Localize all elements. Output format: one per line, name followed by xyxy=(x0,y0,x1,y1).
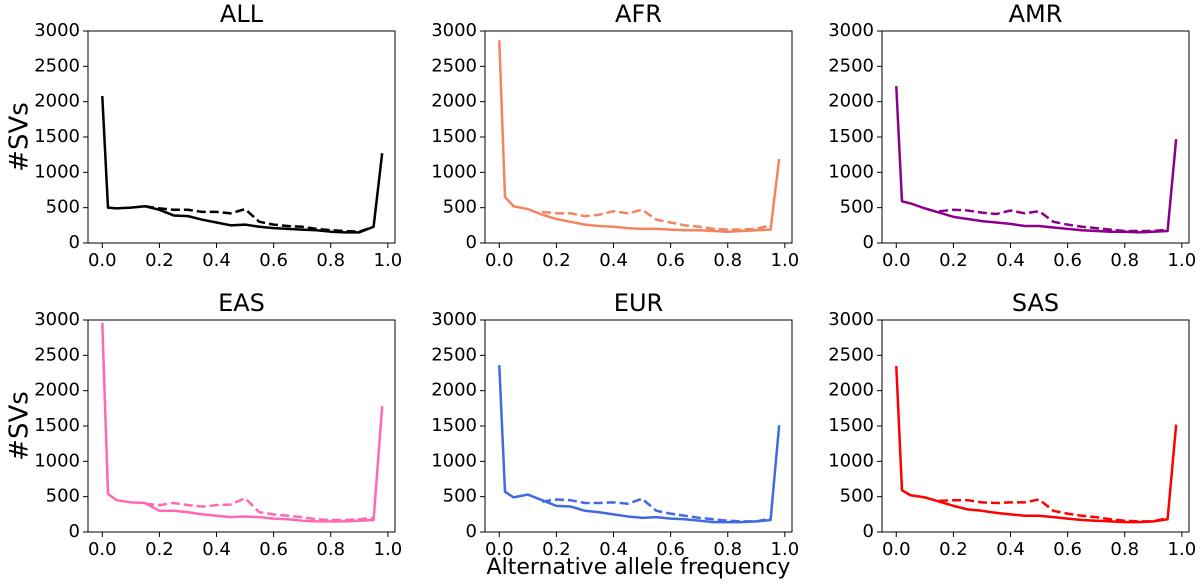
y-tick-label: 2500 xyxy=(828,55,874,76)
y-tick-label: 2000 xyxy=(828,91,874,112)
x-tick-label: 0.2 xyxy=(939,539,968,560)
y-tick-label: 500 xyxy=(840,197,874,218)
x-tick-label: 0.0 xyxy=(485,250,514,271)
y-tick-label: 0 xyxy=(69,232,80,253)
x-tick-label: 0.6 xyxy=(1053,250,1082,271)
subplot-title: AFR xyxy=(615,0,662,28)
x-tick-label: 0.8 xyxy=(1110,539,1139,560)
x-tick-label: 0.6 xyxy=(259,250,288,271)
x-tick-label: 0.4 xyxy=(202,250,231,271)
series-line xyxy=(938,208,1168,233)
series-line xyxy=(144,205,374,233)
x-tick-label: 0.6 xyxy=(656,539,685,560)
y-tick-label: 1000 xyxy=(34,161,80,182)
subplot-title: AMR xyxy=(1009,0,1063,28)
y-tick-label: 1500 xyxy=(828,126,874,147)
y-tick-label: 2500 xyxy=(828,344,874,365)
x-tick-label: 0.2 xyxy=(542,539,571,560)
x-tick-label: 0.2 xyxy=(542,250,571,271)
y-axis-label: #SVs xyxy=(5,391,35,461)
x-tick-label: 0.4 xyxy=(202,539,231,560)
y-tick-label: 500 xyxy=(46,197,80,218)
x-tick-label: 0.8 xyxy=(713,539,742,560)
series-line xyxy=(101,322,384,523)
y-tick-label: 3000 xyxy=(828,309,874,330)
series-line xyxy=(939,498,1168,523)
x-tick-label: 0.0 xyxy=(88,250,117,271)
x-tick-label: 0.0 xyxy=(882,539,911,560)
x-tick-label: 0.8 xyxy=(1110,250,1139,271)
y-tick-label: 1500 xyxy=(431,126,477,147)
x-tick-label: 0.2 xyxy=(145,250,174,271)
x-tick-label: 1.0 xyxy=(771,250,800,271)
x-tick-label: 1.0 xyxy=(374,539,403,560)
y-tick-label: 1500 xyxy=(431,415,477,436)
y-tick-label: 2000 xyxy=(431,380,477,401)
y-tick-label: 2000 xyxy=(34,91,80,112)
y-tick-label: 0 xyxy=(69,521,80,542)
x-tick-label: 0.8 xyxy=(316,250,345,271)
y-tick-label: 1000 xyxy=(431,161,477,182)
subplot-title: ALL xyxy=(220,0,264,28)
y-tick-label: 2000 xyxy=(828,380,874,401)
y-tick-label: 1500 xyxy=(828,415,874,436)
x-tick-label: 0.4 xyxy=(599,250,628,271)
x-tick-label: 0.6 xyxy=(1053,539,1082,560)
y-tick-label: 2500 xyxy=(431,344,477,365)
x-tick-label: 1.0 xyxy=(771,539,800,560)
y-tick-label: 1500 xyxy=(34,415,80,436)
y-tick-label: 2000 xyxy=(34,380,80,401)
y-tick-label: 3000 xyxy=(431,20,477,41)
y-tick-label: 0 xyxy=(863,521,874,542)
x-tick-label: 1.0 xyxy=(374,250,403,271)
x-tick-label: 0.4 xyxy=(996,250,1025,271)
x-tick-label: 0.2 xyxy=(939,250,968,271)
y-axis-label: #SVs xyxy=(5,102,35,172)
y-tick-label: 0 xyxy=(466,232,477,253)
y-tick-label: 0 xyxy=(466,521,477,542)
subplot-title: SAS xyxy=(1012,289,1059,317)
y-tick-label: 1000 xyxy=(34,450,80,471)
y-tick-label: 2500 xyxy=(34,344,80,365)
x-tick-label: 0.4 xyxy=(599,539,628,560)
x-axis-label: Alternative allele frequency xyxy=(487,555,791,580)
y-tick-label: 1000 xyxy=(828,450,874,471)
x-tick-label: 0.6 xyxy=(259,539,288,560)
x-tick-label: 0.8 xyxy=(316,539,345,560)
series-line xyxy=(541,497,771,523)
y-tick-label: 3000 xyxy=(34,309,80,330)
series-line xyxy=(541,208,771,231)
x-tick-label: 1.0 xyxy=(1168,250,1197,271)
x-tick-label: 0.8 xyxy=(713,250,742,271)
x-tick-label: 0.6 xyxy=(656,250,685,271)
x-tick-label: 0.2 xyxy=(145,539,174,560)
y-tick-label: 1000 xyxy=(828,161,874,182)
series-line xyxy=(895,365,1178,524)
x-tick-label: 0.0 xyxy=(88,539,117,560)
y-tick-label: 1500 xyxy=(34,126,80,147)
y-tick-label: 2500 xyxy=(431,55,477,76)
y-tick-label: 500 xyxy=(443,486,477,507)
y-tick-label: 3000 xyxy=(431,309,477,330)
y-tick-label: 1000 xyxy=(431,450,477,471)
x-tick-label: 0.0 xyxy=(882,250,911,271)
series-line xyxy=(101,95,384,234)
x-tick-label: 1.0 xyxy=(1168,539,1197,560)
subplot-title: EUR xyxy=(614,289,663,317)
y-tick-label: 3000 xyxy=(34,20,80,41)
y-tick-label: 500 xyxy=(46,486,80,507)
x-tick-label: 0.0 xyxy=(485,539,514,560)
y-tick-label: 3000 xyxy=(828,20,874,41)
y-tick-label: 0 xyxy=(863,232,874,253)
x-tick-label: 0.4 xyxy=(996,539,1025,560)
subplot-title: EAS xyxy=(218,289,265,317)
series-line xyxy=(498,40,781,233)
y-tick-label: 500 xyxy=(840,486,874,507)
y-tick-label: 2000 xyxy=(431,91,477,112)
series-line xyxy=(144,496,374,522)
y-tick-label: 2500 xyxy=(34,55,80,76)
y-tick-label: 500 xyxy=(443,197,477,218)
